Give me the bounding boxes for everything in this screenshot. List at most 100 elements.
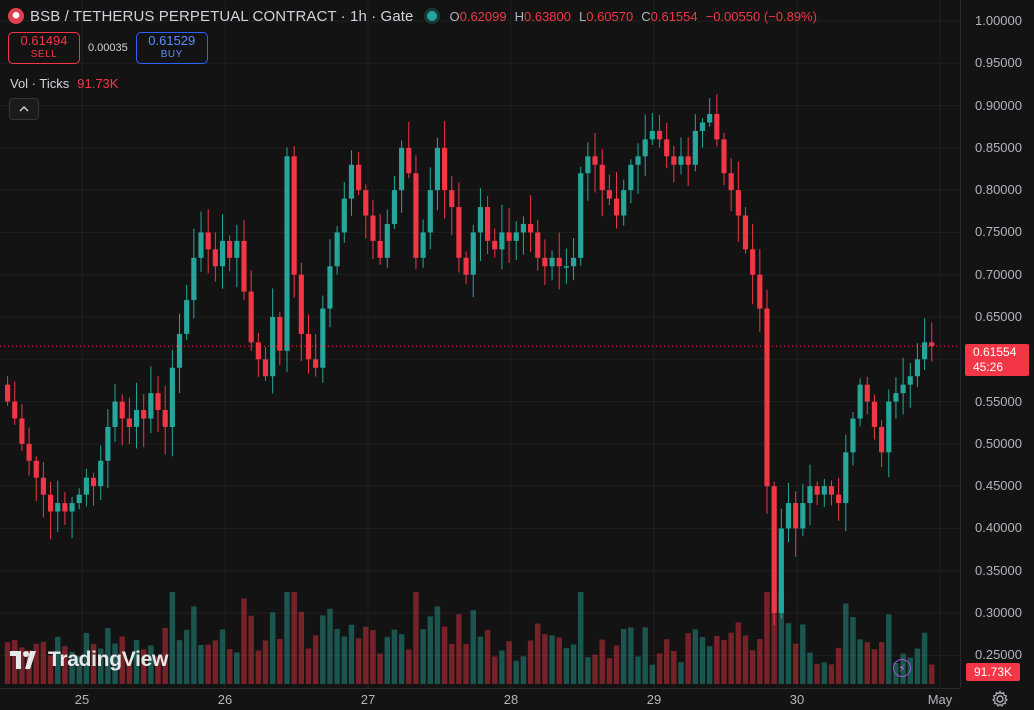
volume-bar bbox=[649, 664, 656, 684]
candle-body bbox=[105, 426, 111, 461]
volume-bar bbox=[4, 642, 11, 684]
volume-bar bbox=[126, 659, 133, 684]
volume-bar bbox=[198, 644, 204, 684]
volume-bar bbox=[212, 640, 219, 684]
volume-bar bbox=[384, 636, 391, 684]
volume-bar bbox=[133, 640, 140, 684]
candle-body bbox=[850, 418, 856, 453]
volume-bar bbox=[348, 624, 355, 684]
volume-legend-value: 91.73K bbox=[77, 76, 119, 91]
volume-bar bbox=[12, 640, 18, 684]
volume-bar bbox=[176, 640, 183, 684]
candle-body bbox=[420, 232, 426, 258]
price-tick-label: 0.25000 bbox=[975, 647, 1022, 663]
sell-button[interactable]: 0.61494 SELL bbox=[8, 32, 80, 64]
candle-body bbox=[384, 223, 390, 258]
volume-bar bbox=[792, 643, 799, 684]
volume-bar bbox=[105, 628, 111, 684]
volume-bar bbox=[520, 656, 527, 684]
candle-body bbox=[664, 139, 670, 157]
volume-bar bbox=[248, 615, 254, 684]
candle-body bbox=[434, 147, 441, 191]
time-tick-label: 30 bbox=[789, 692, 805, 707]
lightning-icon[interactable]: ⚡ bbox=[893, 659, 911, 677]
volume-bar bbox=[606, 658, 613, 684]
candle-body bbox=[277, 317, 283, 351]
volume-legend[interactable]: Vol · Ticks 91.73K bbox=[10, 76, 118, 91]
bsb-logo-icon[interactable] bbox=[8, 8, 24, 24]
candle-body bbox=[83, 477, 89, 495]
volume-bar bbox=[327, 608, 333, 684]
candle-body bbox=[542, 257, 548, 267]
candle-body bbox=[628, 164, 634, 191]
volume-bar bbox=[685, 633, 691, 684]
candle-body bbox=[356, 164, 362, 191]
candle-body bbox=[485, 207, 491, 241]
candle-body bbox=[69, 503, 75, 512]
time-tick-label: 29 bbox=[646, 692, 662, 707]
candle-body bbox=[828, 486, 835, 495]
candle-body bbox=[169, 367, 175, 427]
volume-bar bbox=[735, 622, 742, 684]
volume-bar bbox=[463, 643, 469, 684]
candle-body bbox=[857, 384, 863, 419]
collapse-indicators-button[interactable] bbox=[9, 98, 39, 120]
volume-bar bbox=[470, 610, 476, 684]
candle-body bbox=[635, 156, 641, 165]
candle-body bbox=[19, 418, 25, 444]
volume-bar bbox=[241, 598, 247, 684]
price-tick-label: 0.90000 bbox=[975, 97, 1022, 113]
candle-body bbox=[585, 156, 591, 174]
last-price-value: 0.61554 bbox=[973, 345, 1017, 359]
volume-bar bbox=[277, 639, 283, 684]
price-tick-label: 0.70000 bbox=[975, 266, 1022, 282]
time-axis[interactable]: 25 26 27 28 29 30 May bbox=[0, 688, 960, 710]
candle-body bbox=[613, 198, 620, 216]
candle-body bbox=[699, 122, 706, 131]
low-key: L bbox=[579, 8, 587, 24]
candle-body bbox=[406, 147, 412, 174]
volume-bar bbox=[169, 592, 176, 684]
volume-bar bbox=[807, 652, 813, 684]
volume-bar bbox=[370, 630, 376, 684]
chart-pane[interactable] bbox=[0, 0, 960, 688]
volume-bar bbox=[656, 653, 663, 684]
volume-bar bbox=[363, 626, 369, 684]
market-open-dot-icon bbox=[427, 11, 438, 21]
high-key: H bbox=[514, 8, 524, 24]
candle-body bbox=[298, 274, 304, 334]
close-value: 0.61554 bbox=[650, 8, 698, 24]
tradingview-watermark[interactable]: TradingView bbox=[10, 648, 168, 672]
volume-bar bbox=[871, 649, 878, 684]
candle-body bbox=[807, 486, 813, 504]
candle-body bbox=[914, 359, 921, 377]
volume-bar bbox=[535, 623, 541, 684]
volume-bar bbox=[714, 635, 720, 684]
price-tick-label: 0.80000 bbox=[975, 182, 1022, 198]
candle-body bbox=[320, 308, 326, 368]
candle-body bbox=[771, 486, 777, 614]
volume-badge: 91.73K bbox=[966, 663, 1020, 681]
candle-body bbox=[506, 232, 512, 241]
volume-bar bbox=[55, 636, 61, 684]
candle-body bbox=[893, 393, 899, 402]
sell-label: SELL bbox=[30, 49, 58, 60]
volume-bar bbox=[721, 639, 727, 684]
candle-body bbox=[33, 460, 39, 478]
bar-countdown: 45:26 bbox=[973, 360, 1004, 374]
candle-body bbox=[642, 139, 648, 157]
candle-body bbox=[785, 503, 792, 529]
symbol-title[interactable]: BSB / TETHERUS PERPETUAL CONTRACT · 1h ·… bbox=[30, 7, 414, 25]
gear-icon[interactable] bbox=[991, 690, 1009, 708]
candle-body bbox=[119, 401, 125, 419]
volume-bar bbox=[40, 641, 47, 684]
buy-button[interactable]: 0.61529 BUY bbox=[135, 32, 208, 64]
volume-bar bbox=[742, 635, 749, 684]
candle-body bbox=[363, 190, 369, 216]
candle-body bbox=[449, 190, 455, 208]
volume-bar bbox=[83, 632, 90, 684]
ohlc-values: O0.62099 H0.63800 L0.60570 C0.61554 −0.0… bbox=[449, 9, 816, 24]
candle-body bbox=[234, 240, 240, 258]
candlestick-chart[interactable] bbox=[0, 0, 960, 688]
candle-body bbox=[62, 503, 68, 512]
